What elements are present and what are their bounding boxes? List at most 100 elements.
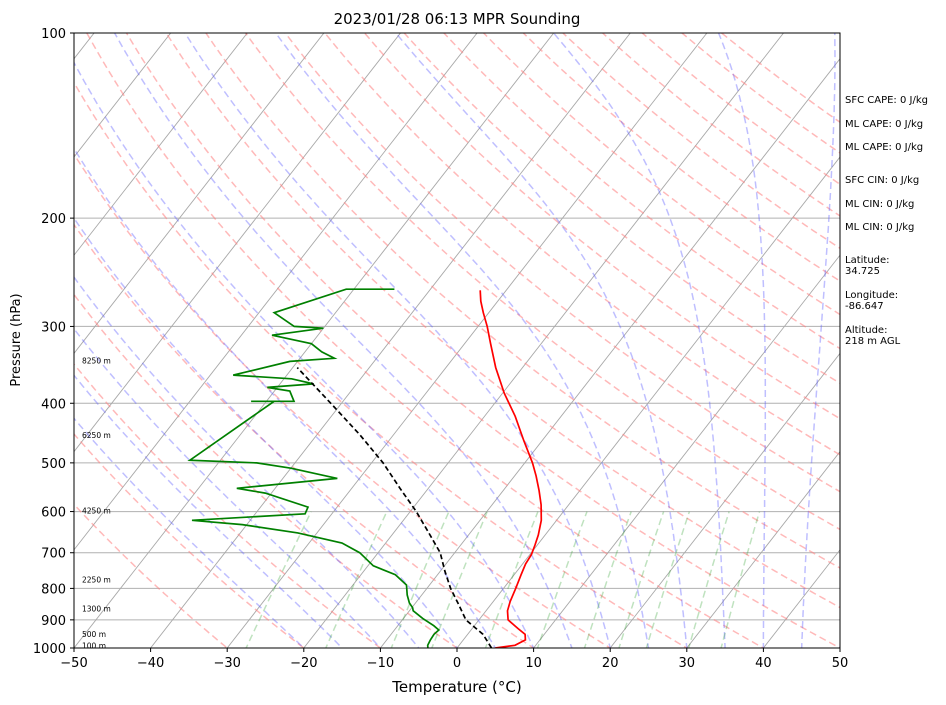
moist-adiabats xyxy=(74,33,840,648)
dry-adiabat-line xyxy=(244,33,840,531)
dewpoint-profile-line xyxy=(187,288,441,648)
moist-adiabat-line xyxy=(717,33,767,648)
altitude-label: Altitude: 218 m AGL xyxy=(845,325,901,347)
y-axis-label: Pressure (hPa) xyxy=(9,293,24,386)
x-tick-label: −50 xyxy=(60,656,87,671)
skewed-isotherms xyxy=(74,33,840,648)
x-tick-label: −20 xyxy=(290,656,317,671)
y-tick-label: 900 xyxy=(41,614,66,629)
isotherm-line xyxy=(74,33,172,158)
height-label: 6250 m xyxy=(82,431,111,440)
x-axis-ticks: −50 −40 −30 −20 −10 0 10 20 30 40 50 xyxy=(60,648,848,671)
sounding-profiles xyxy=(187,288,543,648)
x-tick-label: 30 xyxy=(679,656,696,671)
isotherm-line xyxy=(74,33,325,355)
isotherm-line xyxy=(74,33,555,648)
dry-adiabats xyxy=(74,33,840,648)
dry-adiabat-line xyxy=(323,33,840,456)
dry-adiabat-line xyxy=(74,293,459,648)
moist-adiabat-line xyxy=(74,61,535,648)
ml-cin-label-1: ML CIN: 0 J/kg xyxy=(845,199,915,210)
y-tick-label: 1000 xyxy=(33,642,66,657)
height-label: 2250 m xyxy=(82,575,111,584)
ml-cape-label-1: ML CAPE: 0 J/kg xyxy=(845,119,924,130)
isotherm-line xyxy=(762,549,840,648)
y-tick-label: 800 xyxy=(41,582,66,597)
moist-adiabat-line xyxy=(275,33,650,648)
dry-adiabat-line xyxy=(204,33,840,569)
isotherm-line xyxy=(74,33,402,453)
moist-adiabat-line xyxy=(74,275,420,648)
height-labels: 100 m 500 m 1300 m 2250 m 4250 m 6250 m 8250 m xyxy=(82,356,111,650)
latitude-label: Latitude: 34.725 xyxy=(845,255,890,277)
moist-adiabat-line xyxy=(184,33,611,648)
dry-adiabat-line xyxy=(284,33,840,493)
moist-adiabat-line xyxy=(553,33,726,648)
dry-adiabat-line xyxy=(442,33,840,350)
sfc-cape-label: SFC CAPE: 0 J/kg xyxy=(845,95,928,106)
dry-adiabat-line xyxy=(74,223,536,648)
mixing-ratio-line xyxy=(618,511,665,648)
moist-adiabat-line xyxy=(74,327,382,648)
x-tick-label: 0 xyxy=(453,656,461,671)
isotherm-line xyxy=(379,58,840,648)
moist-adiabat-line xyxy=(74,147,497,648)
dry-adiabat-line xyxy=(363,33,840,420)
height-label: 4250 m xyxy=(82,507,111,516)
x-axis-label: Temperature (°C) xyxy=(391,678,521,696)
moist-adiabat-line xyxy=(113,33,573,648)
moist-adiabat-line xyxy=(74,374,344,648)
mixing-ratio-line xyxy=(687,511,730,648)
height-label: 500 m xyxy=(82,630,106,639)
height-label: 8250 m xyxy=(82,356,111,365)
moist-adiabat-line xyxy=(395,33,688,648)
isotherm-line xyxy=(74,33,478,551)
isotherm-line xyxy=(456,156,840,648)
x-tick-label: −10 xyxy=(367,656,394,671)
mixing-ratio-line xyxy=(720,511,761,648)
dry-adiabat-line xyxy=(482,33,840,316)
mixing-ratio-line xyxy=(645,511,691,648)
x-tick-label: 50 xyxy=(832,656,849,671)
longitude-label: Longitude: -86.647 xyxy=(845,290,899,312)
x-tick-label: −40 xyxy=(137,656,164,671)
height-label: 1300 m xyxy=(82,605,111,614)
moist-adiabat-line xyxy=(800,33,836,648)
ml-cin-label-2: ML CIN: 0 J/kg xyxy=(845,222,915,233)
y-tick-label: 100 xyxy=(41,27,66,42)
y-tick-label: 300 xyxy=(41,320,66,335)
moist-adiabat-line xyxy=(74,417,305,648)
x-tick-label: 40 xyxy=(755,656,772,671)
mixing-ratio-line xyxy=(583,511,632,648)
dry-adiabat-line xyxy=(125,33,840,648)
dry-adiabat-line xyxy=(85,33,765,648)
isotherm-line xyxy=(74,33,248,256)
ml-cape-label-2: ML CAPE: 0 J/kg xyxy=(845,142,924,153)
y-tick-label: 700 xyxy=(41,547,66,562)
x-tick-label: 10 xyxy=(525,656,542,671)
mixing-ratio-line xyxy=(431,511,488,648)
mixing-ratio-line xyxy=(245,511,312,648)
dry-adiabat-line xyxy=(74,81,689,648)
y-tick-label: 500 xyxy=(41,457,66,472)
moist-adiabat-line xyxy=(74,216,458,648)
y-tick-label: 400 xyxy=(41,397,66,412)
isotherm-line xyxy=(609,352,840,648)
dry-adiabat-line xyxy=(74,432,306,648)
x-tick-label: 20 xyxy=(602,656,619,671)
x-tick-label: −30 xyxy=(213,656,240,671)
mixing-ratio-line xyxy=(536,511,588,648)
isotherm-line xyxy=(150,33,631,648)
dry-adiabat-line xyxy=(403,33,840,385)
dry-adiabat-line xyxy=(74,503,229,648)
isotherm-line xyxy=(686,450,840,648)
mixing-ratio-line xyxy=(484,511,539,648)
y-axis-ticks: 1000 900 800 700 600 500 400 300 200 100 xyxy=(33,27,74,657)
isobar-gridlines xyxy=(74,217,840,648)
dry-adiabat-line xyxy=(74,363,382,648)
temperature-profile-line xyxy=(479,290,543,648)
dry-adiabat-line xyxy=(165,33,840,609)
parcel-profile-line xyxy=(296,367,493,648)
mixing-ratio-line xyxy=(324,511,388,648)
